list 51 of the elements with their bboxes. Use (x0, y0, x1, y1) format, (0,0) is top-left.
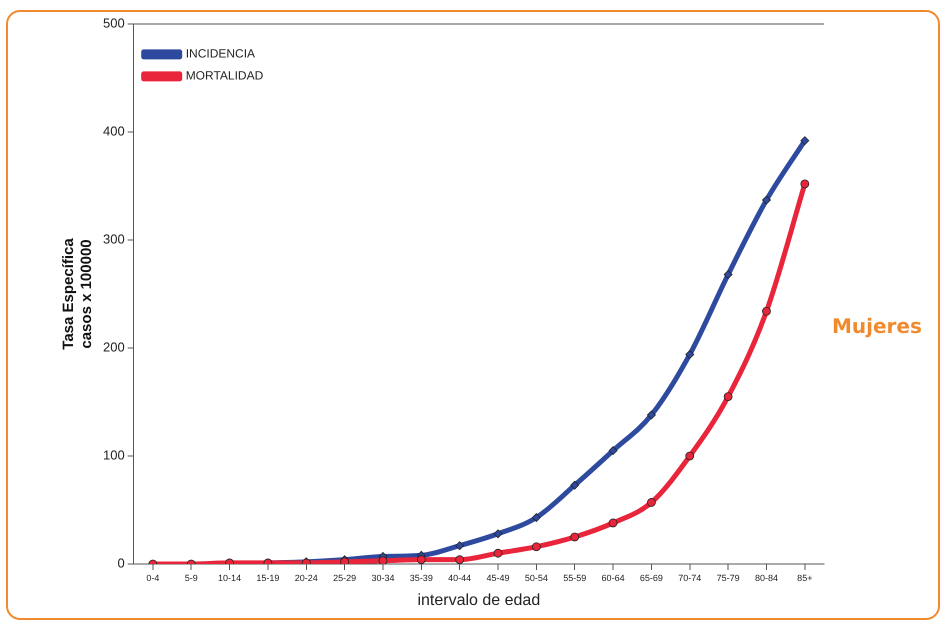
point (608, 446, 618, 455)
y-tick-label: 400 (102, 124, 125, 139)
x-tick-label: 85+ (797, 572, 812, 583)
point (800, 179, 810, 188)
x-tick-label: 30-34 (371, 572, 394, 583)
point (724, 270, 733, 279)
x-tick-label: 75-79 (716, 572, 740, 583)
x-tick-label: 25-29 (333, 572, 356, 583)
y-tick-label: 100 (102, 448, 125, 463)
point (685, 452, 694, 460)
legend-label: INCIDENCIA (186, 46, 256, 61)
x-tick-label: 70-74 (678, 572, 702, 583)
point (647, 498, 656, 507)
point (570, 480, 580, 490)
point (494, 529, 502, 538)
x-tick-label: 15-19 (256, 572, 280, 583)
point (762, 196, 771, 204)
point (416, 555, 426, 564)
point (494, 548, 502, 558)
point (724, 392, 733, 401)
text: Mujeres (832, 314, 922, 338)
point (532, 542, 541, 552)
x-tick-label: 55-59 (563, 572, 586, 583)
x-tick-label: 60-64 (602, 572, 625, 583)
point (608, 518, 618, 528)
point (378, 556, 388, 564)
x-tick-label: 45-49 (486, 572, 510, 583)
y-axis-title: Tasa Específica casos x 100000 (60, 238, 96, 350)
y-tick-label: 200 (102, 340, 125, 355)
x-tick-label: 50-54 (524, 572, 548, 583)
y-tick-label: 0 (117, 556, 125, 571)
x-tick-label: 5-9 (184, 572, 198, 583)
x-axis-title: intervalo de edad (417, 592, 540, 609)
point (647, 410, 656, 420)
x-tick-label: 40-44 (448, 572, 472, 583)
legend-label: MORTALIDAD (186, 68, 264, 83)
x-tick-label: 20-24 (294, 572, 318, 583)
x-tick-label: 65-69 (640, 572, 663, 583)
point (685, 350, 694, 359)
y-tick-label: 500 (102, 16, 125, 31)
point (800, 136, 810, 146)
x-tick-label: 35-39 (410, 572, 433, 583)
x-tick-label: 0-4 (146, 572, 160, 583)
x-tick-label: 10-14 (218, 572, 242, 583)
point (455, 541, 464, 550)
point (532, 513, 541, 522)
y-tick-label: 300 (102, 232, 125, 247)
point (762, 306, 771, 316)
point (570, 532, 580, 542)
x-tick-label: 80-84 (754, 572, 778, 583)
point (455, 555, 464, 564)
